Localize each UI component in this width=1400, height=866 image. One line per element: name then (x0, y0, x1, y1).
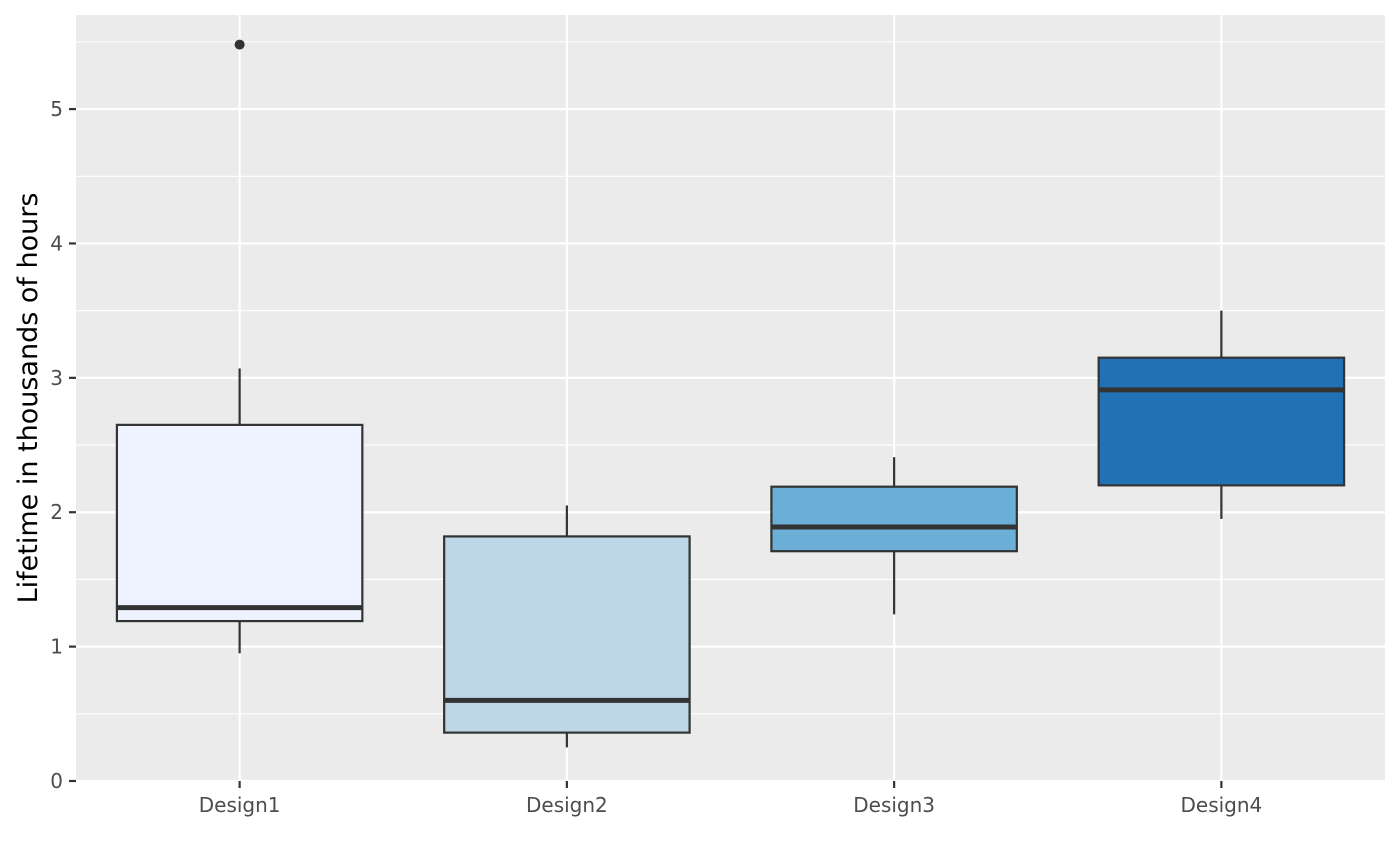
x-axis: Design1 Design2 Design3 Design4 (199, 781, 1262, 817)
box-body (1097, 356, 1346, 487)
y-tick-label: 2 (50, 500, 63, 524)
box-body (443, 535, 691, 734)
box-design4 (1097, 310, 1346, 519)
y-tick-label: 1 (50, 635, 63, 659)
x-tick-label: Design2 (526, 793, 608, 817)
y-tick-label: 0 (50, 769, 63, 793)
box-design1 (115, 39, 364, 654)
box-body (770, 485, 1018, 553)
y-axis: 0 1 2 3 4 5 (50, 97, 76, 793)
x-tick-label: Design3 (853, 793, 935, 817)
x-tick-label: Design4 (1180, 793, 1262, 817)
box-design3 (770, 457, 1018, 615)
box-design2 (443, 505, 691, 748)
box-body (115, 423, 364, 623)
y-tick-label: 4 (50, 231, 63, 255)
x-tick-label: Design1 (199, 793, 281, 817)
boxes-layer (115, 39, 1346, 748)
y-axis-title: Lifetime in thousands of hours (13, 193, 44, 604)
outlier-point (234, 39, 245, 50)
y-tick-label: 5 (50, 97, 63, 121)
y-tick-label: 3 (50, 366, 63, 390)
